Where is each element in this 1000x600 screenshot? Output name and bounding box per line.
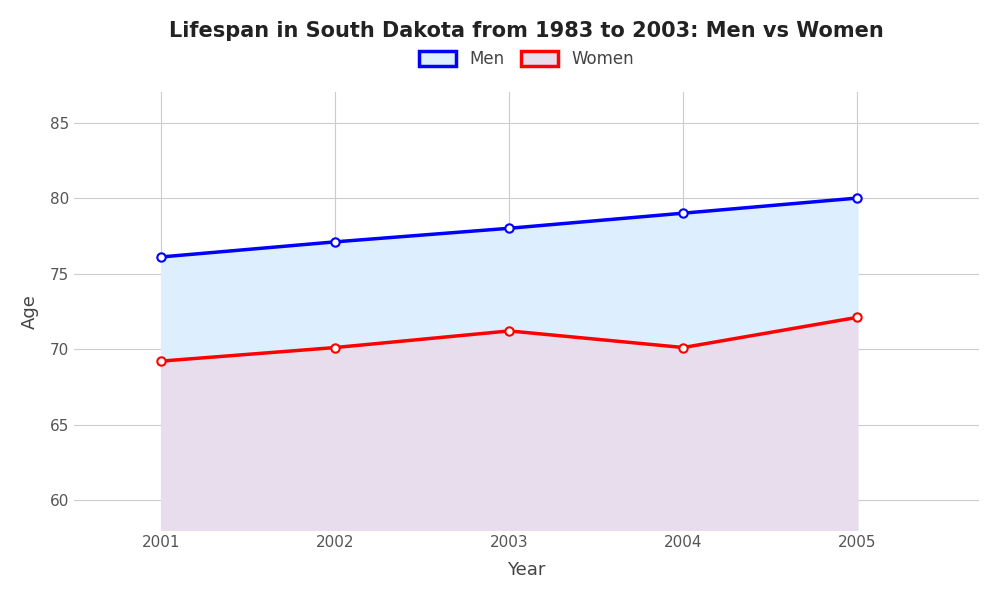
Y-axis label: Age: Age [21, 294, 39, 329]
X-axis label: Year: Year [507, 561, 546, 579]
Title: Lifespan in South Dakota from 1983 to 2003: Men vs Women: Lifespan in South Dakota from 1983 to 20… [169, 21, 884, 41]
Legend: Men, Women: Men, Women [413, 44, 641, 75]
